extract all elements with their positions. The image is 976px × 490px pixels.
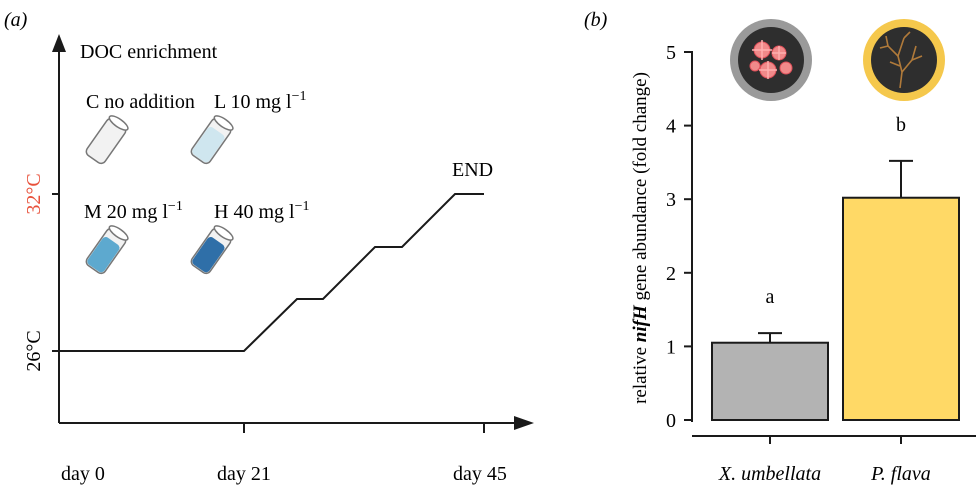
significance-letter: a: [766, 286, 775, 308]
y-tick-label: 4: [666, 116, 676, 138]
panel-b-x-labels: X. umbellata P. flava: [718, 436, 931, 485]
doc-enrichment-title: DOC enrichment: [80, 41, 218, 63]
y-tick-label: 2: [666, 263, 676, 285]
bar: [711, 341, 829, 421]
vial-m-icon: [85, 225, 129, 275]
vial-h-icon: [190, 225, 234, 275]
treatment-h-label: H 40 mg l−1: [214, 199, 309, 223]
panel-a-x-arrow: [514, 416, 534, 430]
panel-b: (b) relative nifH gene abundance (fold c…: [584, 9, 976, 485]
red-coral-icon: [730, 19, 812, 101]
temp-low-label: 26°C: [23, 330, 45, 371]
bar: [842, 196, 960, 421]
panel-a-y-arrow: [52, 34, 66, 52]
vial-l-icon: [190, 115, 234, 165]
panel-b-label: (b): [584, 9, 608, 31]
panel-a-label: (a): [4, 9, 28, 31]
panel-b-bars: ab: [711, 114, 960, 421]
end-label: END: [452, 159, 493, 181]
x-tick-day-45: day 45: [453, 463, 507, 485]
y-tick-label: 0: [666, 410, 676, 432]
x-tick-day-21: day 21: [217, 463, 271, 485]
x-category-label: X. umbellata: [718, 463, 821, 485]
treatment-m-label: M 20 mg l−1: [84, 199, 183, 223]
y-tick-label: 5: [666, 42, 676, 64]
x-tick-day-0: day 0: [61, 463, 105, 485]
panel-a: (a) 32°C 26°C day 0 day 21 day 45 END DO…: [4, 9, 534, 485]
y-tick-label: 1: [666, 336, 676, 358]
treatment-l-label: L 10 mg l−1: [214, 89, 307, 113]
y-tick-label: 3: [666, 189, 676, 211]
treatment-c-label: C no addition: [86, 91, 195, 113]
panel-b-y-ticks: 0 1 2 3 4 5: [666, 42, 692, 432]
significance-letter: b: [896, 114, 906, 136]
vial-c-icon: [85, 115, 129, 165]
panel-b-y-axis-label: relative nifH gene abundance (fold chang…: [630, 72, 651, 404]
temp-high-label: 32°C: [23, 173, 45, 214]
brown-soft-coral-icon: [863, 19, 945, 101]
temperature-ramp-line: [59, 193, 484, 352]
x-category-label: P. flava: [870, 463, 931, 485]
